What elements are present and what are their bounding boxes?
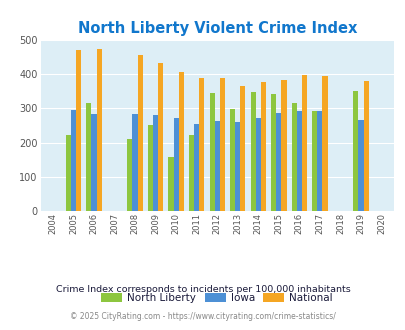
Bar (178, 72, 183, 211)
Text: © 2025 CityRating.com - https://www.cityrating.com/crime-statistics/: © 2025 CityRating.com - https://www.city… (70, 312, 335, 321)
Bar (358, 120, 362, 211)
Bar (234, 122, 240, 211)
Bar (255, 117, 260, 211)
Bar (317, 111, 322, 211)
Bar (158, 63, 163, 211)
Bar (66, 135, 71, 211)
Bar (296, 111, 301, 211)
Bar (271, 94, 275, 211)
Bar (230, 109, 234, 211)
Bar (76, 50, 81, 211)
Bar (147, 125, 153, 211)
Bar (301, 75, 306, 211)
Bar (173, 117, 178, 211)
Bar (127, 139, 132, 211)
Bar (91, 114, 96, 211)
Bar (214, 120, 219, 211)
Bar (291, 103, 296, 211)
Bar (199, 79, 204, 211)
Bar (240, 85, 245, 211)
Bar (153, 115, 158, 211)
Bar (260, 82, 265, 211)
Bar (322, 76, 327, 211)
Bar (281, 80, 286, 211)
Bar (219, 79, 224, 211)
Bar (352, 91, 358, 211)
Bar (194, 124, 199, 211)
Text: Crime Index corresponds to incidents per 100,000 inhabitants: Crime Index corresponds to incidents per… (55, 285, 350, 294)
Bar (137, 55, 143, 211)
Bar (96, 49, 101, 211)
Bar (275, 113, 281, 211)
Bar (168, 157, 173, 211)
Bar (188, 135, 194, 211)
Bar (209, 93, 214, 211)
Bar (71, 110, 76, 211)
Bar (311, 111, 317, 211)
Bar (86, 103, 91, 211)
Bar (362, 81, 368, 211)
Bar (132, 114, 137, 211)
Bar (250, 92, 255, 211)
Title: North Liberty Violent Crime Index: North Liberty Violent Crime Index (77, 21, 356, 36)
Legend: North Liberty, Iowa, National: North Liberty, Iowa, National (97, 288, 336, 307)
